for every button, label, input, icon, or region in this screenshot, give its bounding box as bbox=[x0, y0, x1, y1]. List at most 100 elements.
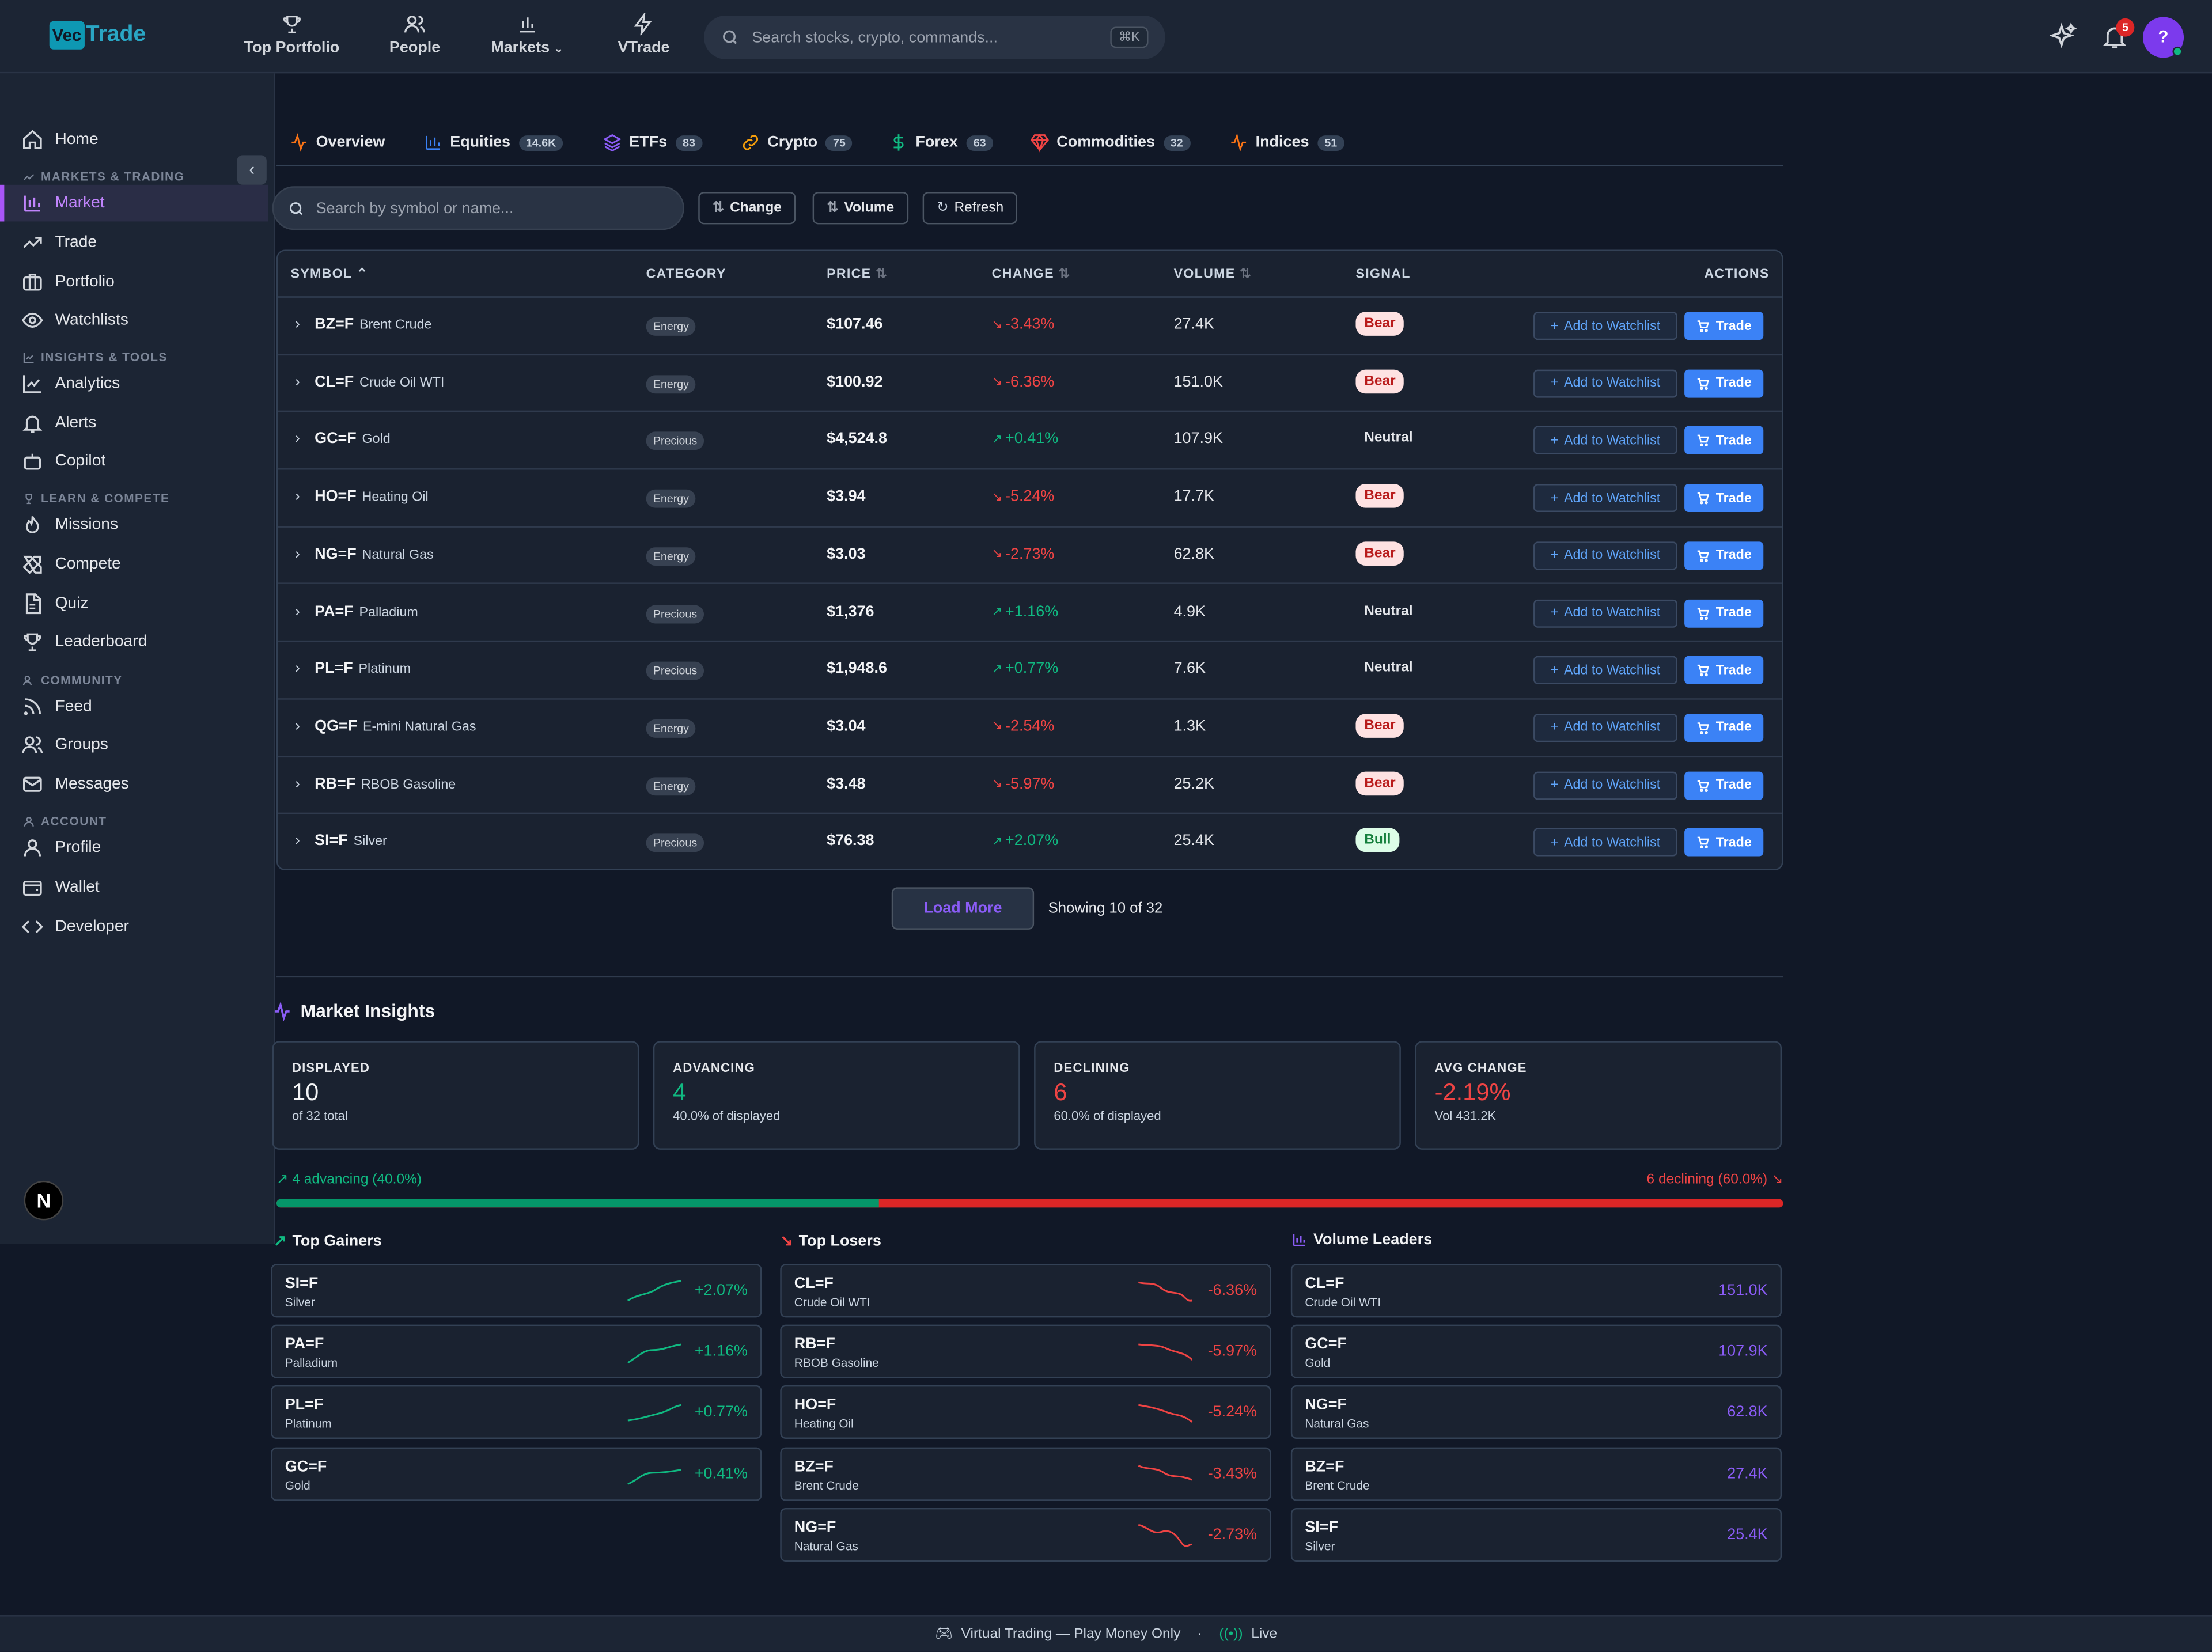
add-to-watchlist-button[interactable]: + Add to Watchlist bbox=[1533, 828, 1677, 857]
trade-button[interactable]: Trade bbox=[1684, 771, 1764, 800]
sidebar-item-home[interactable]: Home bbox=[0, 122, 268, 158]
avatar[interactable]: ? bbox=[2143, 17, 2184, 58]
expand-chevron-icon[interactable]: › bbox=[294, 603, 300, 620]
table-row[interactable]: › RB=F RBOB Gasoline Energy $3.48 ↘ -5.97% 25.2… bbox=[278, 757, 1782, 814]
th-volume[interactable]: VOLUME ⇅ bbox=[1174, 267, 1252, 282]
top-loser-item[interactable]: HO=F Heating Oil -5.24% bbox=[780, 1385, 1271, 1439]
brand-logo[interactable]: Vec Trade bbox=[49, 21, 146, 50]
add-to-watchlist-button[interactable]: + Add to Watchlist bbox=[1533, 656, 1677, 685]
table-row[interactable]: › QG=F E-mini Natural Gas Energy $3.04 ↘ -2.54… bbox=[278, 699, 1782, 757]
sidebar-item-watchlists[interactable]: Watchlists bbox=[0, 302, 268, 339]
expand-chevron-icon[interactable]: › bbox=[294, 832, 300, 850]
nav-top-portfolio[interactable]: Top Portfolio bbox=[244, 13, 339, 56]
nav-vtrade[interactable]: VTrade bbox=[618, 13, 670, 56]
nav-people[interactable]: People bbox=[389, 13, 440, 56]
tab-crypto[interactable]: Crypto 75 bbox=[741, 132, 853, 152]
sidebar-item-profile[interactable]: Profile bbox=[0, 829, 268, 866]
add-to-watchlist-button[interactable]: + Add to Watchlist bbox=[1533, 598, 1677, 627]
sidebar-item-alerts[interactable]: Alerts bbox=[0, 405, 268, 442]
top-loser-item[interactable]: BZ=F Brent Crude -3.43% bbox=[780, 1446, 1271, 1501]
sidebar-item-groups[interactable]: Groups bbox=[0, 726, 268, 763]
nextjs-dev-badge[interactable]: N bbox=[24, 1180, 64, 1221]
trade-button[interactable]: Trade bbox=[1684, 312, 1764, 340]
top-gainer-item[interactable]: SI=F Silver +2.07% bbox=[271, 1264, 762, 1318]
volume-leader-item[interactable]: SI=F Silver 25.4K bbox=[1290, 1507, 1782, 1562]
trade-button[interactable]: Trade bbox=[1684, 484, 1764, 513]
table-row[interactable]: › GC=F Gold Precious $4,524.8 ↗ +0.41% 107.9K Ne… bbox=[278, 412, 1782, 470]
trade-button[interactable]: Trade bbox=[1684, 656, 1764, 685]
expand-chevron-icon[interactable]: › bbox=[294, 545, 300, 563]
th-change[interactable]: CHANGE ⇅ bbox=[992, 267, 1071, 282]
expand-chevron-icon[interactable]: › bbox=[294, 718, 300, 735]
sidebar-item-trade[interactable]: Trade bbox=[0, 224, 268, 261]
sidebar-item-wallet[interactable]: Wallet bbox=[0, 869, 268, 906]
refresh-button[interactable]: ↻ Refresh bbox=[922, 192, 1018, 225]
add-to-watchlist-button[interactable]: + Add to Watchlist bbox=[1533, 713, 1677, 742]
expand-chevron-icon[interactable]: › bbox=[294, 316, 300, 333]
volume-leader-item[interactable]: BZ=F Brent Crude 27.4K bbox=[1290, 1446, 1782, 1501]
volume-leader-item[interactable]: GC=F Gold 107.9K bbox=[1290, 1325, 1782, 1379]
sidebar-item-messages[interactable]: Messages bbox=[0, 766, 268, 803]
tab-equities[interactable]: Equities 14.6K bbox=[423, 132, 563, 152]
table-row[interactable]: › NG=F Natural Gas Energy $3.03 ↘ -2.73% 62.8K B… bbox=[278, 527, 1782, 585]
top-gainer-item[interactable]: GC=F Gold +0.41% bbox=[271, 1446, 762, 1501]
expand-chevron-icon[interactable]: › bbox=[294, 775, 300, 793]
table-row[interactable]: › CL=F Crude Oil WTI Energy $100.92 ↘ -6.36% 15… bbox=[278, 355, 1782, 413]
table-row[interactable]: › BZ=F Brent Crude Energy $107.46 ↘ -3.43% 27.4… bbox=[278, 298, 1782, 355]
volume-leader-item[interactable]: NG=F Natural Gas 62.8K bbox=[1290, 1385, 1782, 1439]
nav-markets[interactable]: Markets ⌄ bbox=[491, 13, 563, 56]
tab-indices[interactable]: Indices 51 bbox=[1229, 132, 1344, 152]
trade-button[interactable]: Trade bbox=[1684, 369, 1764, 397]
th-symbol[interactable]: SYMBOL ⌃ bbox=[290, 267, 368, 282]
expand-chevron-icon[interactable]: › bbox=[294, 373, 300, 391]
trade-button[interactable]: Trade bbox=[1684, 426, 1764, 455]
table-row[interactable]: › HO=F Heating Oil Energy $3.94 ↘ -5.24% 17.7K B… bbox=[278, 470, 1782, 528]
table-row[interactable]: › PA=F Palladium Precious $1,376 ↗ +1.16% 4.9K N… bbox=[278, 585, 1782, 642]
add-to-watchlist-button[interactable]: + Add to Watchlist bbox=[1533, 426, 1677, 455]
tab-forex[interactable]: Forex 63 bbox=[889, 132, 993, 152]
th-price[interactable]: PRICE ⇅ bbox=[827, 267, 888, 282]
sparkles-icon[interactable] bbox=[2050, 22, 2078, 51]
collapse-sidebar-button[interactable]: ‹ bbox=[237, 155, 267, 185]
top-loser-item[interactable]: NG=F Natural Gas -2.73% bbox=[780, 1507, 1271, 1562]
trade-button[interactable]: Trade bbox=[1684, 541, 1764, 570]
tab-etfs[interactable]: ETFs 83 bbox=[603, 132, 703, 152]
global-search-input[interactable]: Search stocks, crypto, commands... bbox=[752, 29, 998, 46]
sidebar-item-copilot[interactable]: Copilot bbox=[0, 443, 268, 480]
symbol-search-input[interactable]: Search by symbol or name... bbox=[316, 199, 514, 217]
expand-chevron-icon[interactable]: › bbox=[294, 488, 300, 505]
table-row[interactable]: › SI=F Silver Precious $76.38 ↗ +2.07% 25.4K Bul… bbox=[278, 814, 1782, 869]
top-gainer-item[interactable]: PL=F Platinum +0.77% bbox=[271, 1385, 762, 1439]
volume-leader-item[interactable]: CL=F Crude Oil WTI 151.0K bbox=[1290, 1264, 1782, 1318]
expand-chevron-icon[interactable]: › bbox=[294, 430, 300, 448]
sidebar-item-portfolio[interactable]: Portfolio bbox=[0, 264, 268, 301]
top-loser-item[interactable]: RB=F RBOB Gasoline -5.97% bbox=[780, 1325, 1271, 1379]
sidebar-item-developer[interactable]: Developer bbox=[0, 908, 268, 945]
top-loser-item[interactable]: CL=F Crude Oil WTI -6.36% bbox=[780, 1264, 1271, 1318]
add-to-watchlist-button[interactable]: + Add to Watchlist bbox=[1533, 541, 1677, 570]
global-search[interactable]: Search stocks, crypto, commands... ⌘K bbox=[704, 15, 1165, 59]
symbol-search[interactable]: Search by symbol or name... bbox=[272, 186, 684, 230]
load-more-button[interactable]: Load More bbox=[891, 887, 1035, 930]
expand-chevron-icon[interactable]: › bbox=[294, 660, 300, 677]
add-to-watchlist-button[interactable]: + Add to Watchlist bbox=[1533, 771, 1677, 800]
sort-change-button[interactable]: ⇅ Change bbox=[698, 192, 796, 225]
add-to-watchlist-button[interactable]: + Add to Watchlist bbox=[1533, 312, 1677, 340]
top-gainer-item[interactable]: PA=F Palladium +1.16% bbox=[271, 1325, 762, 1379]
sidebar-item-missions[interactable]: Missions bbox=[0, 506, 268, 543]
sidebar-item-compete[interactable]: Compete bbox=[0, 546, 268, 583]
trade-button[interactable]: Trade bbox=[1684, 828, 1764, 857]
sidebar-item-leaderboard[interactable]: Leaderboard bbox=[0, 623, 268, 660]
sort-volume-button[interactable]: ⇅ Volume bbox=[812, 192, 908, 225]
tab-overview[interactable]: Overview bbox=[289, 132, 385, 152]
sidebar-item-quiz[interactable]: Quiz bbox=[0, 585, 268, 622]
trade-button[interactable]: Trade bbox=[1684, 598, 1764, 627]
sidebar-item-market[interactable]: Market bbox=[0, 184, 268, 222]
table-row[interactable]: › PL=F Platinum Precious $1,948.6 ↗ +0.77% 7.6K… bbox=[278, 642, 1782, 700]
tab-commodities[interactable]: Commodities 32 bbox=[1030, 132, 1190, 153]
add-to-watchlist-button[interactable]: + Add to Watchlist bbox=[1533, 369, 1677, 397]
sidebar-item-feed[interactable]: Feed bbox=[0, 688, 268, 725]
add-to-watchlist-button[interactable]: + Add to Watchlist bbox=[1533, 484, 1677, 513]
trade-button[interactable]: Trade bbox=[1684, 713, 1764, 742]
sidebar-item-analytics[interactable]: Analytics bbox=[0, 365, 268, 402]
